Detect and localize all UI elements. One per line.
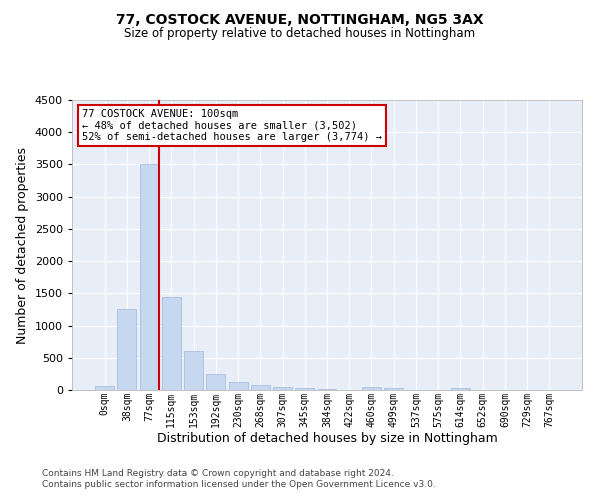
Bar [118, 310, 136, 390]
Text: 77 COSTOCK AVENUE: 100sqm
← 48% of detached houses are smaller (3,502)
52% of se: 77 COSTOCK AVENUE: 100sqm ← 48% of detac… [82, 108, 382, 142]
Bar [162, 296, 181, 390]
Text: Contains public sector information licensed under the Open Government Licence v3: Contains public sector information licen… [42, 480, 436, 489]
Bar [184, 352, 203, 390]
Bar [384, 388, 403, 390]
Bar [229, 382, 248, 390]
Bar [206, 374, 225, 390]
X-axis label: Distribution of detached houses by size in Nottingham: Distribution of detached houses by size … [157, 432, 497, 445]
Bar [251, 385, 270, 390]
Bar [140, 164, 158, 390]
Text: Size of property relative to detached houses in Nottingham: Size of property relative to detached ho… [124, 28, 476, 40]
Text: 77, COSTOCK AVENUE, NOTTINGHAM, NG5 3AX: 77, COSTOCK AVENUE, NOTTINGHAM, NG5 3AX [116, 12, 484, 26]
Bar [451, 388, 470, 390]
Y-axis label: Number of detached properties: Number of detached properties [16, 146, 29, 344]
Bar [95, 386, 114, 390]
Bar [295, 388, 314, 390]
Text: Contains HM Land Registry data © Crown copyright and database right 2024.: Contains HM Land Registry data © Crown c… [42, 468, 394, 477]
Bar [362, 387, 381, 390]
Bar [273, 387, 292, 390]
